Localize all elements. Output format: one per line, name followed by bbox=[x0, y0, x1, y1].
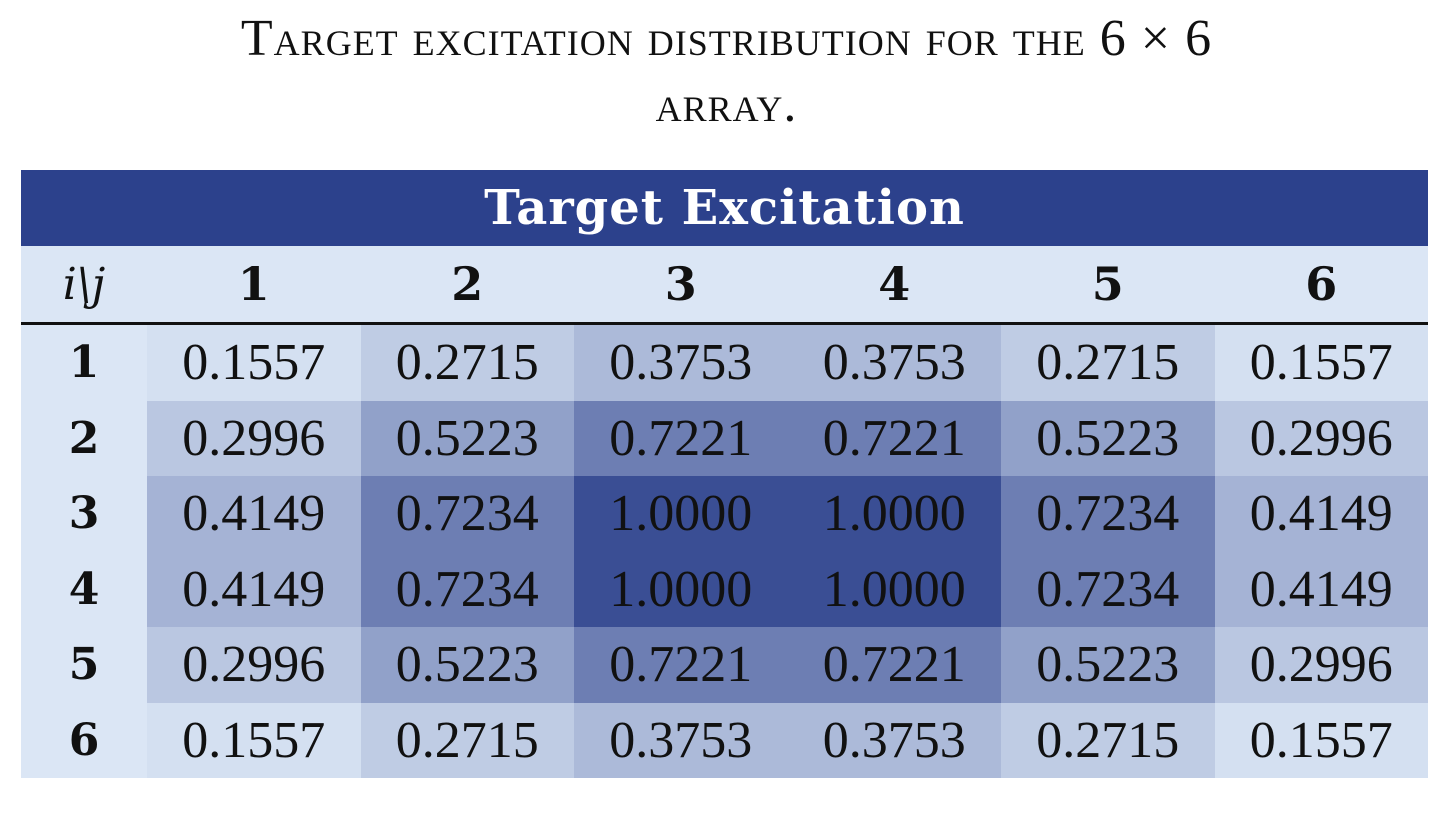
table-cell: 0.5223 bbox=[1001, 400, 1215, 476]
table-cell: 0.7221 bbox=[787, 400, 1001, 476]
table-cell: 0.3753 bbox=[574, 323, 788, 401]
table-cell: 0.4149 bbox=[147, 551, 361, 627]
table-cell: 1.0000 bbox=[574, 551, 788, 627]
table-cell: 0.1557 bbox=[1214, 323, 1429, 401]
corner-label: i\j bbox=[21, 246, 147, 325]
table-cell: 1.0000 bbox=[787, 551, 1001, 627]
table-cell: 0.7221 bbox=[574, 627, 788, 703]
table-cell: 0.7221 bbox=[574, 400, 788, 476]
row-header-4: 4 bbox=[21, 551, 147, 627]
table-row: 5 0.2996 0.5223 0.7221 0.7221 0.5223 0.2996 bbox=[21, 627, 1429, 703]
table-cell: 0.2996 bbox=[147, 400, 361, 476]
column-header-3: 3 bbox=[574, 246, 788, 325]
table-cell: 0.2715 bbox=[1001, 702, 1215, 778]
table-cell: 0.7234 bbox=[360, 476, 574, 552]
table-cell: 1.0000 bbox=[574, 476, 788, 552]
table-cell: 0.2996 bbox=[1214, 400, 1429, 476]
table-cell: 0.7234 bbox=[1001, 551, 1215, 627]
table-row: 3 0.4149 0.7234 1.0000 1.0000 0.7234 0.4149 bbox=[21, 476, 1429, 552]
table-cell: 1.0000 bbox=[787, 476, 1001, 552]
table-cell: 0.5223 bbox=[360, 400, 574, 476]
table-cell: 0.3753 bbox=[787, 702, 1001, 778]
table-title-row: Target Excitation bbox=[21, 170, 1429, 246]
table-cell: 0.7234 bbox=[360, 551, 574, 627]
row-header-6: 6 bbox=[21, 702, 147, 778]
column-header-6: 6 bbox=[1214, 246, 1429, 325]
column-header-1: 1 bbox=[147, 246, 361, 325]
column-header-2: 2 bbox=[360, 246, 574, 325]
table-cell: 0.2715 bbox=[1001, 323, 1215, 401]
table-title: Target Excitation bbox=[21, 170, 1429, 246]
column-header-5: 5 bbox=[1001, 246, 1215, 325]
row-header-3: 3 bbox=[21, 476, 147, 552]
row-header-5: 5 bbox=[21, 627, 147, 703]
table-cell: 0.4149 bbox=[1214, 551, 1429, 627]
caption-line-1: Target excitation distribution for the 6… bbox=[240, 10, 1213, 67]
row-header-2: 2 bbox=[21, 400, 147, 476]
table-cell: 0.4149 bbox=[147, 476, 361, 552]
table-row: 6 0.1557 0.2715 0.3753 0.3753 0.2715 0.1557 bbox=[21, 702, 1429, 778]
table-cell: 0.2996 bbox=[1214, 627, 1429, 703]
table-cell: 0.2996 bbox=[147, 627, 361, 703]
table-caption: Target excitation distribution for the 6… bbox=[0, 6, 1453, 138]
table-cell: 0.1557 bbox=[147, 323, 361, 401]
caption-line-2: array. bbox=[655, 76, 798, 133]
table-cell: 0.5223 bbox=[360, 627, 574, 703]
table-cell: 0.4149 bbox=[1214, 476, 1429, 552]
table-cell: 0.3753 bbox=[574, 702, 788, 778]
table-row: 2 0.2996 0.5223 0.7221 0.7221 0.5223 0.2996 bbox=[21, 400, 1429, 476]
table-cell: 0.5223 bbox=[1001, 627, 1215, 703]
table-cell: 0.2715 bbox=[360, 323, 574, 401]
table-cell: 0.7234 bbox=[1001, 476, 1215, 552]
table-cell: 0.3753 bbox=[787, 323, 1001, 401]
table-cell: 0.7221 bbox=[787, 627, 1001, 703]
table-row: 1 0.1557 0.2715 0.3753 0.3753 0.2715 0.1557 bbox=[21, 323, 1429, 401]
table-cell: 0.1557 bbox=[147, 702, 361, 778]
table-row: 4 0.4149 0.7234 1.0000 1.0000 0.7234 0.4149 bbox=[21, 551, 1429, 627]
column-header-4: 4 bbox=[787, 246, 1001, 325]
table-cell: 0.1557 bbox=[1214, 702, 1429, 778]
row-header-1: 1 bbox=[21, 323, 147, 401]
table-cell: 0.2715 bbox=[360, 702, 574, 778]
